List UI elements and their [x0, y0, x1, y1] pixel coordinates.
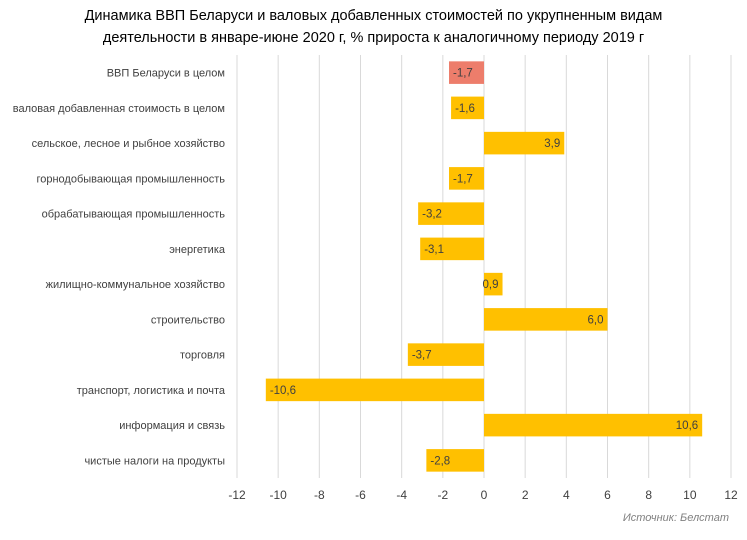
bar: [418, 202, 484, 225]
x-tick-label: 2: [522, 488, 529, 502]
category-label: транспорт, логистика и почта: [77, 385, 226, 397]
category-label: энергетика: [169, 244, 226, 256]
x-tick-label: -4: [396, 488, 407, 502]
category-label: торговля: [180, 350, 225, 362]
x-tick-label: -12: [228, 488, 246, 502]
data-label: -1,7: [453, 68, 473, 80]
x-tick-label: 10: [683, 488, 697, 502]
data-label: 6,0: [588, 314, 604, 326]
bar: [484, 131, 565, 155]
data-label: -3,2: [422, 209, 442, 221]
data-label: -1,7: [453, 173, 473, 185]
category-label: информация и связь: [119, 420, 225, 432]
bar: [484, 413, 703, 437]
source-note: Источник: Белстат: [622, 512, 729, 524]
x-tick-label: 12: [724, 488, 738, 502]
x-tick-label: 0: [481, 488, 488, 502]
bar: [407, 343, 484, 366]
category-label: жилищно-коммунальное хозяйство: [46, 279, 225, 291]
data-label: 0,9: [483, 279, 499, 291]
category-label: строительство: [151, 314, 225, 326]
data-label: -1,6: [455, 103, 475, 115]
data-label: -2,8: [430, 455, 450, 467]
bar: [449, 167, 484, 190]
bar: [420, 237, 484, 261]
bar: [449, 61, 484, 84]
category-label: чистые налоги на продукты: [84, 455, 225, 467]
data-label: -3,7: [412, 350, 432, 362]
chart-title-line-2: деятельности в январе-июне 2020 г, % при…: [102, 30, 645, 46]
bar: [451, 96, 484, 120]
bar: [265, 378, 484, 402]
x-tick-label: -8: [314, 488, 325, 502]
data-label: 3,9: [544, 138, 560, 150]
data-label: -10,6: [270, 385, 296, 397]
category-label: сельское, лесное и рыбное хозяйство: [32, 138, 225, 150]
category-label: ВВП Беларуси в целом: [107, 68, 225, 80]
category-label: обрабатывающая промышленность: [42, 209, 226, 221]
bar: [426, 449, 484, 472]
bar: [484, 308, 608, 331]
category-label: горнодобывающая промышленность: [36, 173, 225, 185]
data-label: 10,6: [676, 420, 698, 432]
x-tick-label: -6: [355, 488, 366, 502]
x-tick-label: 4: [563, 488, 570, 502]
x-tick-label: -10: [269, 488, 287, 502]
x-tick-label: -2: [437, 488, 448, 502]
x-tick-label: 8: [645, 488, 652, 502]
data-label: -3,1: [424, 244, 444, 256]
bar: [484, 272, 503, 296]
chart-title-line-1: Динамика ВВП Беларуси и валовых добавлен…: [84, 8, 663, 24]
category-label: валовая добавленная стоимость в целом: [13, 103, 225, 115]
x-tick-label: 6: [604, 488, 611, 502]
